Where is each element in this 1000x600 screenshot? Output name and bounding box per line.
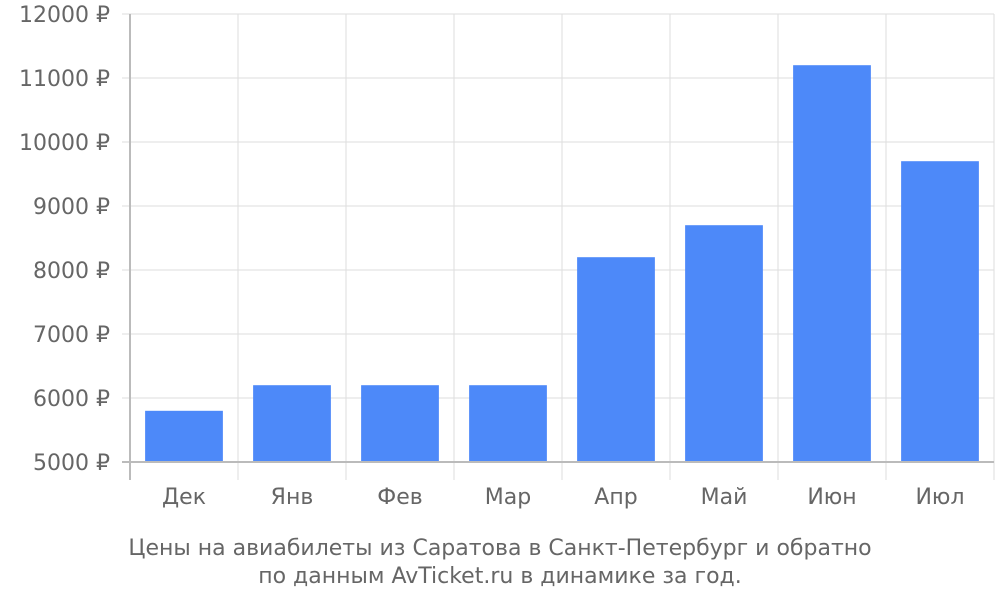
- x-tick-label: Дек: [162, 485, 206, 510]
- bar: [901, 161, 979, 462]
- x-tick-label: Май: [701, 485, 748, 510]
- bars: [145, 65, 979, 462]
- x-tick-label: Фев: [377, 485, 422, 510]
- bar: [253, 385, 331, 462]
- y-tick-label: 10000 ₽: [19, 131, 110, 156]
- bar: [469, 385, 547, 462]
- y-tick-label: 11000 ₽: [19, 67, 110, 92]
- y-tick-label: 6000 ₽: [33, 387, 110, 412]
- bar: [145, 410, 223, 462]
- y-tick-label: 12000 ₽: [19, 3, 110, 28]
- x-tick-label: Янв: [271, 485, 314, 510]
- axes: [122, 14, 994, 480]
- x-tick-label: Мар: [485, 485, 531, 510]
- x-tick-label: Апр: [594, 485, 637, 510]
- y-tick-labels: 5000 ₽ 6000 ₽ 7000 ₽ 8000 ₽ 9000 ₽ 10000 ₽ 110…: [19, 3, 110, 476]
- y-tick-label: 7000 ₽: [33, 323, 110, 348]
- x-tick-label: Июн: [807, 485, 856, 510]
- chart-caption-line-2: по данным AvTicket.ru в динамике за год.: [258, 564, 742, 589]
- bar: [793, 65, 871, 462]
- bar: [577, 257, 655, 462]
- chart-caption-line-1: Цены на авиабилеты из Саратова в Санкт-П…: [128, 536, 871, 561]
- x-tick-labels: Дек Янв Фев Мар Апр Май Июн Июл: [162, 485, 965, 510]
- y-tick-label: 8000 ₽: [33, 259, 110, 284]
- bar: [685, 225, 763, 462]
- grid-lines: [122, 13, 995, 480]
- y-tick-label: 5000 ₽: [33, 451, 110, 476]
- x-tick-label: Июл: [915, 485, 964, 510]
- y-tick-label: 9000 ₽: [33, 195, 110, 220]
- bar: [361, 385, 439, 462]
